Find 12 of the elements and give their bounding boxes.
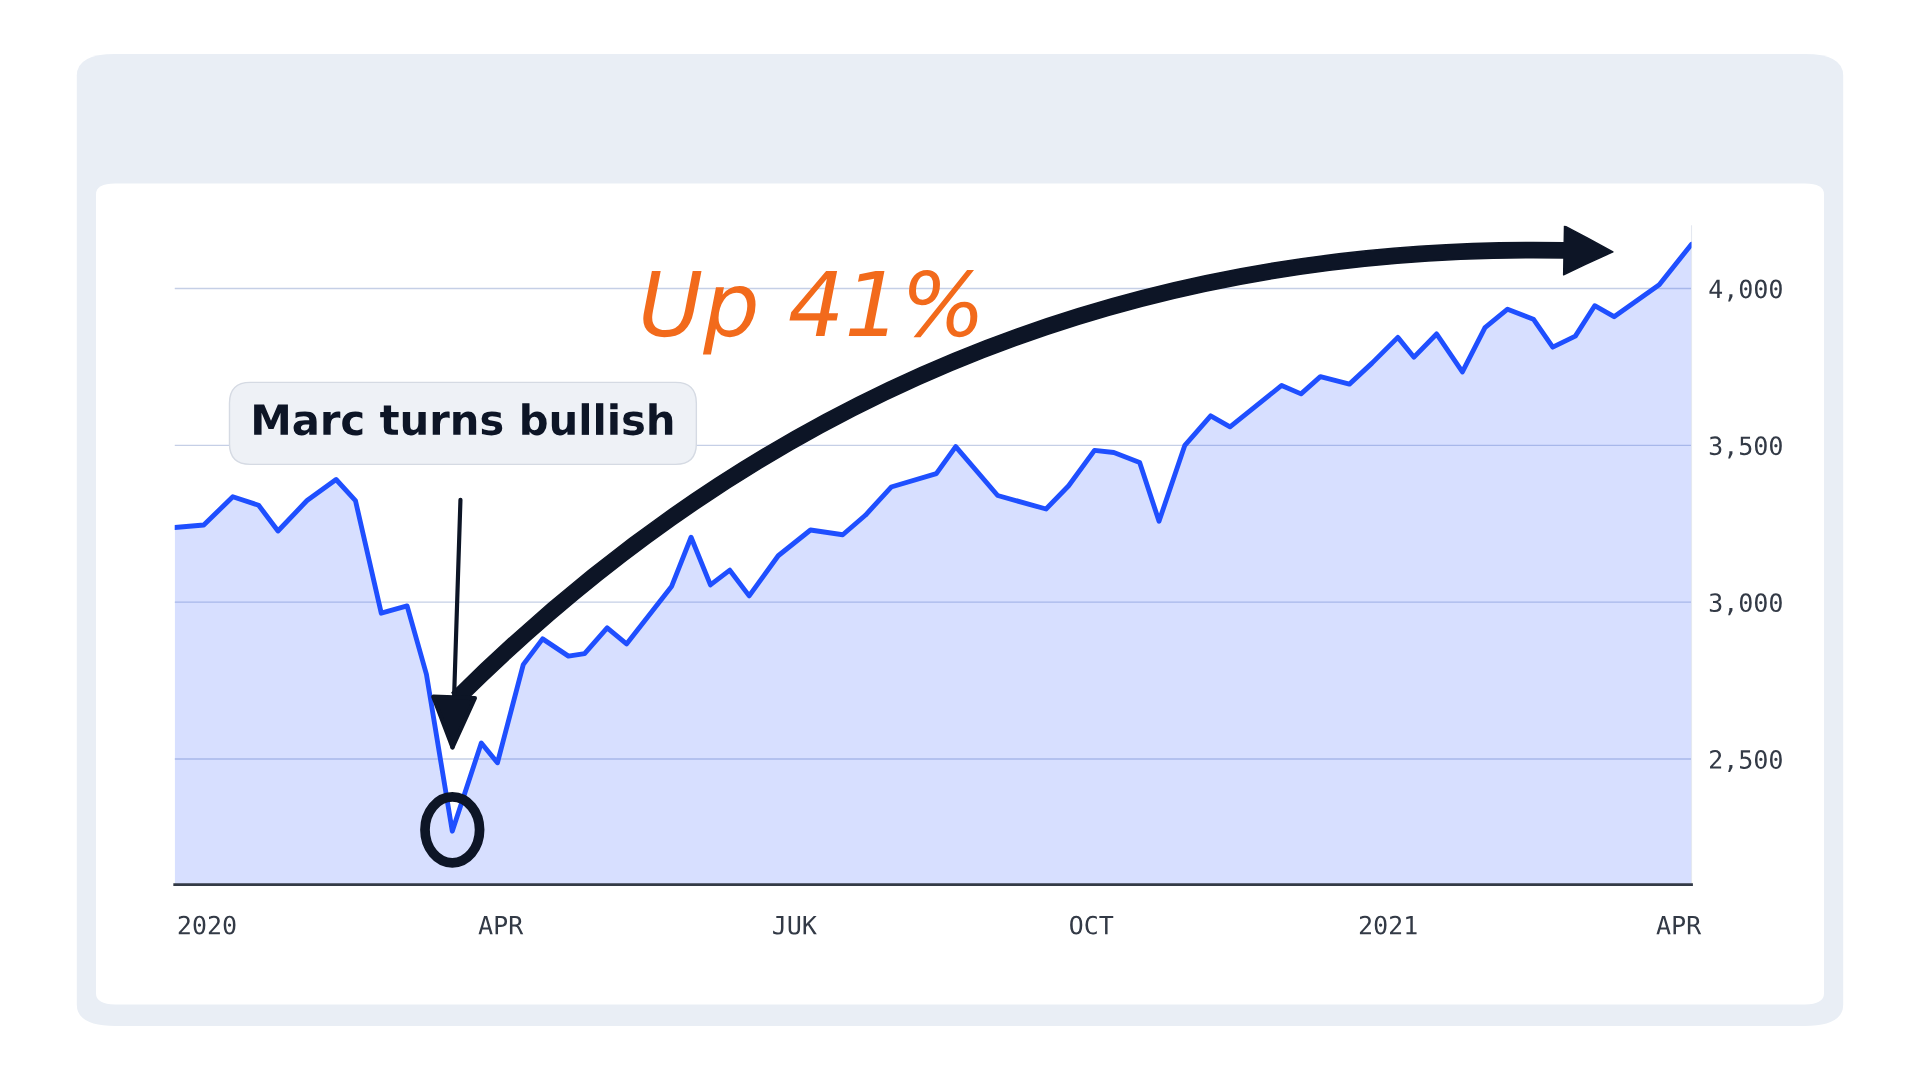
y-tick-label: 4,000 (1709, 279, 1782, 302)
y-tick-label: 2,500 (1710, 750, 1782, 773)
x-tick-label: 2021 (1359, 915, 1417, 935)
x-tick-label: OCT (1070, 915, 1114, 935)
y-tick-label: 3,500 (1709, 436, 1782, 459)
annotation: Marc turns bullish (254, 403, 673, 436)
x-tick-label: JUK (773, 915, 817, 935)
annotation: Up 41% (643, 269, 978, 355)
x-tick-label: APR (478, 915, 524, 935)
x-tick-label: APR (1656, 915, 1702, 935)
y-tick-label: 3,000 (1709, 593, 1782, 616)
x-tick-label: 2020 (178, 915, 236, 935)
